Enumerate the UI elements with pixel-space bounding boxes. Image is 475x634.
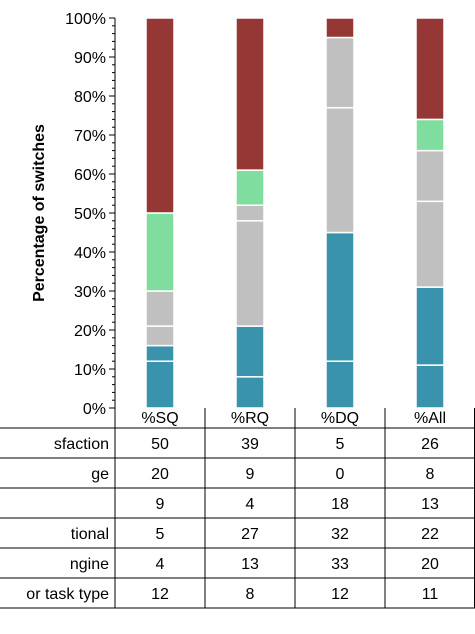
y-tick-label: 60% [74, 167, 106, 184]
bar-segment-dq-1 [325, 231, 355, 362]
bar-segment-all-4 [415, 118, 445, 152]
bar-segment-dq-5 [325, 17, 355, 39]
y-tick-label: 40% [74, 245, 106, 262]
bars [145, 17, 445, 409]
table-cell: 9 [156, 496, 165, 513]
table-row-label: or task type [26, 586, 109, 603]
table-row-label: sfaction [54, 436, 109, 453]
bar-segment-dq-2 [325, 106, 355, 234]
bar-segment-sq-0 [145, 360, 175, 409]
table-cell: 8 [246, 586, 255, 603]
y-tick-label: 100% [65, 11, 106, 28]
y-tick-label: 80% [74, 89, 106, 106]
bar-segment-rq-1 [235, 325, 265, 378]
table-cell: 13 [241, 556, 259, 573]
table-cell: 11 [422, 586, 439, 603]
bar-segment-all-3 [415, 149, 445, 203]
table-cell: 20 [421, 556, 439, 573]
bar-segment-rq-3 [235, 204, 265, 222]
data-table: %SQ %RQ %DQ %All sfaction 50 39 5 26 ge 20 9 0 8 9 4 18 1… [0, 408, 475, 609]
table-cell: 13 [421, 496, 439, 513]
bar-segment-sq-2 [145, 325, 175, 347]
table-header-cell: %DQ [321, 410, 359, 427]
y-axis-title: Percentage of switches [31, 124, 48, 302]
table-header-cell: %RQ [231, 410, 269, 427]
bar-segment-rq-2 [235, 220, 265, 327]
bar-segment-all-5 [415, 17, 445, 121]
y-axis: 0% 10% 20% 30% 40% 50% 60% 70% 80% 90% 100% [65, 11, 116, 418]
y-tick-label: 30% [74, 284, 106, 301]
table-cell: 27 [241, 526, 259, 543]
y-tick-label: 10% [74, 362, 106, 379]
table-cell: 5 [336, 436, 345, 453]
bar-segment-dq-3 [325, 36, 355, 109]
bar-segment-rq-5 [235, 17, 265, 171]
table-cell: 50 [151, 436, 169, 453]
bar-segment-all-1 [415, 286, 445, 366]
table-cell: 32 [331, 526, 349, 543]
table-cell: 22 [421, 526, 439, 543]
table-row-label: ngine [70, 556, 109, 573]
table-cell: 9 [246, 466, 255, 483]
y-tick-label: 0% [83, 401, 106, 418]
y-tick-label: 90% [74, 50, 106, 67]
table-cell: 12 [151, 586, 169, 603]
table-cell: 8 [426, 466, 435, 483]
table-cell: 33 [331, 556, 349, 573]
bar-segment-sq-3 [145, 290, 175, 327]
bar-segment-dq-0 [325, 360, 355, 409]
bar-segment-rq-4 [235, 169, 265, 206]
y-tick-label: 50% [74, 206, 106, 223]
table-cell: 12 [331, 586, 349, 603]
bar-segment-rq-0 [235, 376, 265, 409]
bar-segment-sq-5 [145, 17, 175, 214]
bar-segment-sq-4 [145, 212, 175, 292]
table-cell: 26 [421, 436, 439, 453]
bar-segment-sq-1 [145, 344, 175, 362]
table-cell: 39 [241, 436, 259, 453]
table-row-label: ge [91, 466, 109, 483]
table-cell: 0 [336, 466, 345, 483]
table-cell: 4 [156, 556, 165, 573]
table-header-cell: %SQ [141, 410, 178, 427]
table-cell: 4 [246, 496, 255, 513]
table-cell: 18 [331, 496, 349, 513]
table-cell: 5 [156, 526, 165, 543]
y-tick-label: 20% [74, 323, 106, 340]
bar-segment-all-0 [415, 364, 445, 409]
table-header-cell: %All [414, 410, 446, 427]
table-cell: 20 [151, 466, 169, 483]
table-row-label: tional [71, 526, 109, 543]
bar-segment-all-2 [415, 200, 445, 288]
y-tick-label: 70% [74, 128, 106, 145]
